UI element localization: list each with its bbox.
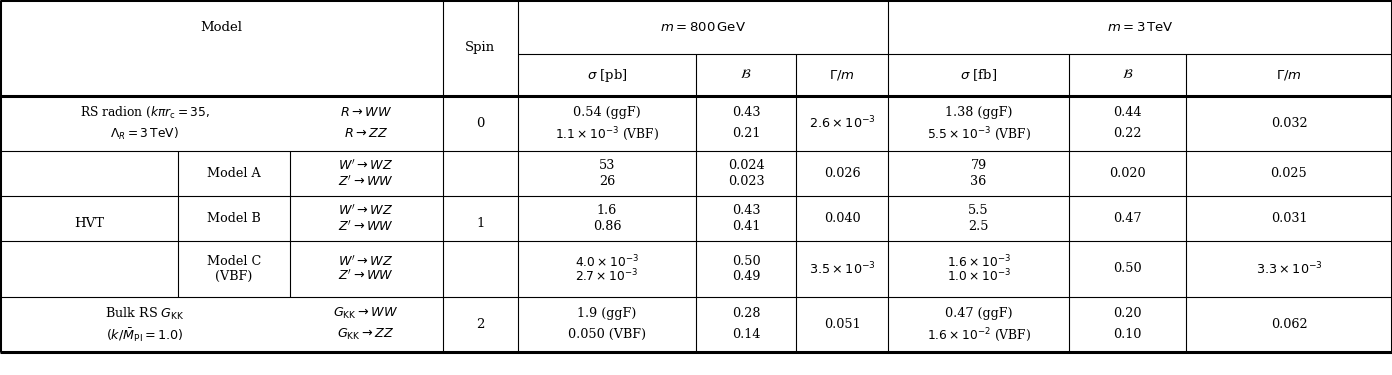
Text: 0.051: 0.051	[824, 318, 860, 331]
Text: 1.38 (ggF): 1.38 (ggF)	[945, 106, 1012, 119]
Text: $G_{\rm KK} \rightarrow WW$: $G_{\rm KK} \rightarrow WW$	[334, 306, 398, 321]
Text: 0.44: 0.44	[1114, 106, 1141, 119]
Text: 0.54 (ggF): 0.54 (ggF)	[574, 106, 640, 119]
Text: 0.47 (ggF): 0.47 (ggF)	[945, 308, 1012, 320]
Text: 1: 1	[476, 217, 484, 230]
Text: 0.031: 0.031	[1271, 212, 1307, 225]
Text: 0.28: 0.28	[732, 308, 760, 320]
Text: Model B: Model B	[207, 212, 260, 225]
Text: $R \rightarrow ZZ$: $R \rightarrow ZZ$	[344, 128, 388, 140]
Text: 79: 79	[970, 159, 987, 172]
Text: 26: 26	[599, 176, 615, 188]
Text: 2.5: 2.5	[969, 220, 988, 233]
Text: 0.024: 0.024	[728, 159, 764, 172]
Text: 0.026: 0.026	[824, 167, 860, 180]
Text: 0.023: 0.023	[728, 176, 764, 188]
Text: Bulk RS $G_{\rm KK}$: Bulk RS $G_{\rm KK}$	[104, 306, 185, 322]
Text: 0.86: 0.86	[593, 220, 621, 233]
Text: 0.20: 0.20	[1114, 308, 1141, 320]
Text: 1.6: 1.6	[597, 204, 617, 217]
Text: $3.3\times10^{-3}$: $3.3\times10^{-3}$	[1256, 261, 1322, 277]
Text: 0.43: 0.43	[732, 204, 760, 217]
Text: 0.062: 0.062	[1271, 318, 1307, 331]
Text: 0.47: 0.47	[1114, 212, 1141, 225]
Text: $1.0\times10^{-3}$: $1.0\times10^{-3}$	[947, 268, 1011, 285]
Text: $Z' \rightarrow WW$: $Z' \rightarrow WW$	[338, 175, 394, 189]
Text: $W' \rightarrow WZ$: $W' \rightarrow WZ$	[338, 203, 394, 217]
Text: 0.41: 0.41	[732, 220, 760, 233]
Text: 0.025: 0.025	[1271, 167, 1307, 180]
Text: 0.14: 0.14	[732, 328, 760, 341]
Text: $W' \rightarrow WZ$: $W' \rightarrow WZ$	[338, 158, 394, 172]
Text: 0.050 (VBF): 0.050 (VBF)	[568, 328, 646, 341]
Text: $\Lambda_R = 3\,{\rm TeV})$: $\Lambda_R = 3\,{\rm TeV})$	[110, 126, 180, 142]
Text: 0.50: 0.50	[1114, 262, 1141, 275]
Text: $\mathcal{B}$: $\mathcal{B}$	[741, 69, 752, 81]
Text: Model C: Model C	[207, 255, 260, 268]
Text: RS radion ($k\pi r_{\rm c} = 35,$: RS radion ($k\pi r_{\rm c} = 35,$	[79, 105, 210, 120]
Text: 0.020: 0.020	[1109, 167, 1146, 180]
Text: 5.5: 5.5	[969, 204, 988, 217]
Text: Model: Model	[200, 21, 242, 34]
Text: $m = 3\,\mathrm{TeV}$: $m = 3\,\mathrm{TeV}$	[1107, 21, 1173, 34]
Text: $R \rightarrow WW$: $R \rightarrow WW$	[340, 106, 393, 119]
Text: $(k/\bar{M}_{\rm Pl} = 1.0)$: $(k/\bar{M}_{\rm Pl} = 1.0)$	[106, 326, 184, 344]
Text: $m = 800\,\mathrm{GeV}$: $m = 800\,\mathrm{GeV}$	[660, 21, 746, 34]
Text: $\sigma$ [pb]: $\sigma$ [pb]	[586, 66, 628, 84]
Text: $Z' \rightarrow WW$: $Z' \rightarrow WW$	[338, 269, 394, 284]
Text: $1.1\times10^{-3}$ (VBF): $1.1\times10^{-3}$ (VBF)	[555, 125, 658, 143]
Text: 0.49: 0.49	[732, 270, 760, 283]
Text: 0.040: 0.040	[824, 212, 860, 225]
Text: (VBF): (VBF)	[216, 270, 252, 283]
Text: 36: 36	[970, 176, 987, 188]
Text: Model A: Model A	[207, 167, 260, 180]
Text: 0.10: 0.10	[1114, 328, 1141, 341]
Text: 0.22: 0.22	[1114, 128, 1141, 140]
Text: 0.50: 0.50	[732, 255, 760, 268]
Text: $5.5\times10^{-3}$ (VBF): $5.5\times10^{-3}$ (VBF)	[927, 125, 1030, 143]
Text: $3.5\times10^{-3}$: $3.5\times10^{-3}$	[809, 261, 876, 277]
Text: HVT: HVT	[74, 217, 104, 230]
Text: 1.9 (ggF): 1.9 (ggF)	[578, 308, 636, 320]
Text: 0.21: 0.21	[732, 128, 760, 140]
Text: 0.032: 0.032	[1271, 117, 1307, 130]
Text: $4.0\times10^{-3}$: $4.0\times10^{-3}$	[575, 253, 639, 270]
Text: $\sigma$ [fb]: $\sigma$ [fb]	[960, 67, 997, 83]
Text: $2.6\times10^{-3}$: $2.6\times10^{-3}$	[809, 115, 876, 132]
Text: Spin: Spin	[465, 41, 496, 54]
Text: 0: 0	[476, 117, 484, 130]
Text: 0.43: 0.43	[732, 106, 760, 119]
Text: $W' \rightarrow WZ$: $W' \rightarrow WZ$	[338, 254, 394, 269]
Text: $1.6\times10^{-3}$: $1.6\times10^{-3}$	[947, 253, 1011, 270]
Text: $2.7\times10^{-3}$: $2.7\times10^{-3}$	[575, 268, 639, 285]
Text: $1.6\times10^{-2}$ (VBF): $1.6\times10^{-2}$ (VBF)	[927, 326, 1030, 344]
Text: $\Gamma/m$: $\Gamma/m$	[1276, 68, 1302, 82]
Text: $G_{\rm KK} \rightarrow ZZ$: $G_{\rm KK} \rightarrow ZZ$	[337, 327, 395, 342]
Text: $\mathcal{B}$: $\mathcal{B}$	[1122, 69, 1133, 81]
Text: 2: 2	[476, 318, 484, 331]
Text: $\Gamma/m$: $\Gamma/m$	[830, 68, 855, 82]
Text: 53: 53	[599, 159, 615, 172]
Text: $Z' \rightarrow WW$: $Z' \rightarrow WW$	[338, 220, 394, 234]
